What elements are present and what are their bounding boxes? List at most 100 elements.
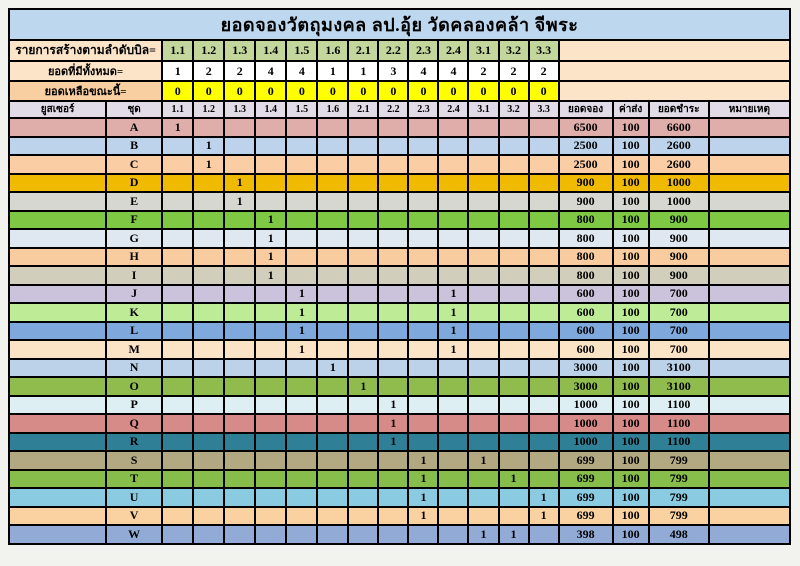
mark-cell-1.3 bbox=[223, 505, 257, 526]
mark-cell-3.1 bbox=[467, 487, 500, 508]
stock-total-cell: 3 bbox=[377, 60, 410, 82]
mark-cell-1.2 bbox=[192, 394, 226, 415]
user-cell bbox=[7, 191, 108, 212]
bill-number-cell: 1.1 bbox=[161, 39, 195, 62]
mark-cell-3.2 bbox=[497, 450, 530, 471]
mark-cell-1.1 bbox=[161, 487, 195, 508]
set-cell: F bbox=[105, 209, 164, 230]
note-cell bbox=[707, 357, 792, 378]
col-header-note: หมายเหตุ bbox=[707, 100, 792, 119]
mark-cell-1.1 bbox=[161, 302, 195, 323]
user-cell bbox=[7, 394, 108, 415]
user-cell bbox=[7, 265, 108, 286]
stock-total-filler bbox=[557, 60, 792, 82]
mark-cell-3.3 bbox=[527, 117, 560, 138]
mark-cell-3.1 bbox=[467, 117, 500, 138]
paid-cell: 900 bbox=[647, 246, 710, 267]
mark-cell-1.4 bbox=[254, 302, 288, 323]
stock-remaining-cell: 0 bbox=[467, 80, 500, 102]
mark-cell-1.4 bbox=[254, 468, 288, 489]
mark-cell-1.3 bbox=[223, 394, 257, 415]
mark-cell-3.3 bbox=[527, 228, 560, 249]
mark-cell-2.2 bbox=[377, 339, 410, 360]
mark-cell-2.4 bbox=[437, 117, 470, 138]
mark-cell-1.2 bbox=[192, 265, 226, 286]
mark-cell-3.3 bbox=[527, 339, 560, 360]
shipping-cell: 100 bbox=[611, 357, 650, 378]
mark-cell-1.5 bbox=[285, 117, 319, 138]
note-cell bbox=[707, 394, 792, 415]
mark-cell-3.3 bbox=[527, 135, 560, 156]
mark-cell-1.2 bbox=[192, 209, 226, 230]
note-cell bbox=[707, 283, 792, 304]
mark-cell-3.1 bbox=[467, 302, 500, 323]
stock-total-cell: 2 bbox=[497, 60, 530, 82]
stock-total-cell: 1 bbox=[347, 60, 380, 82]
mark-cell-2.1 bbox=[347, 302, 380, 323]
mark-cell-2.2 bbox=[377, 246, 410, 267]
mark-cell-1.5 bbox=[285, 468, 319, 489]
mark-cell-3.3 bbox=[527, 265, 560, 286]
mark-cell-2.1: 1 bbox=[347, 376, 380, 397]
shipping-cell: 100 bbox=[611, 302, 650, 323]
set-cell: J bbox=[105, 283, 164, 304]
table-row-L: L 1 1 600 100 700 bbox=[7, 320, 792, 341]
mark-cell-2.4: 1 bbox=[437, 320, 470, 341]
set-cell: K bbox=[105, 302, 164, 323]
col-header-bill: 1.1 bbox=[161, 100, 195, 119]
mark-cell-1.1 bbox=[161, 154, 195, 175]
mark-cell-1.6 bbox=[316, 431, 350, 452]
mark-cell-2.4 bbox=[437, 450, 470, 471]
paid-cell: 1100 bbox=[647, 431, 710, 452]
bill-number-cell: 2.3 bbox=[407, 39, 440, 62]
bill-order-label: รายการสร้างตามลำดับบิล= bbox=[7, 39, 164, 62]
table-row-P: P 1 1000 100 1100 bbox=[7, 394, 792, 415]
shipping-cell: 100 bbox=[611, 320, 650, 341]
user-cell bbox=[7, 505, 108, 526]
shipping-cell: 100 bbox=[611, 376, 650, 397]
mark-cell-2.1 bbox=[347, 191, 380, 212]
mark-cell-1.6 bbox=[316, 154, 350, 175]
mark-cell-1.2: 1 bbox=[192, 154, 226, 175]
set-cell: Q bbox=[105, 413, 164, 434]
mark-cell-2.1 bbox=[347, 209, 380, 230]
stock-remaining-row: ยอดเหลือขณะนี้= 0 0 0 0 0 0 0 0 0 0 0 0 0 bbox=[7, 80, 792, 102]
booked-cell: 800 bbox=[557, 265, 614, 286]
table-row-C: C 1 2500 100 2600 bbox=[7, 154, 792, 175]
bill-number-cell: 2.4 bbox=[437, 39, 470, 62]
mark-cell-3.2 bbox=[497, 413, 530, 434]
mark-cell-1.1 bbox=[161, 172, 195, 193]
stock-remaining-cell: 0 bbox=[437, 80, 470, 102]
user-cell bbox=[7, 117, 108, 138]
mark-cell-1.3 bbox=[223, 357, 257, 378]
shipping-cell: 100 bbox=[611, 339, 650, 360]
table-row-A: A 1 6500 100 6600 bbox=[7, 117, 792, 138]
mark-cell-1.6 bbox=[316, 228, 350, 249]
mark-cell-1.5 bbox=[285, 246, 319, 267]
mark-cell-1.5 bbox=[285, 413, 319, 434]
mark-cell-2.3 bbox=[407, 394, 440, 415]
mark-cell-2.1 bbox=[347, 265, 380, 286]
stock-total-cell: 4 bbox=[285, 60, 319, 82]
mark-cell-3.3 bbox=[527, 431, 560, 452]
mark-cell-2.2 bbox=[377, 468, 410, 489]
mark-cell-2.4: 1 bbox=[437, 339, 470, 360]
shipping-cell: 100 bbox=[611, 246, 650, 267]
bill-number-cell: 1.4 bbox=[254, 39, 288, 62]
mark-cell-2.3 bbox=[407, 357, 440, 378]
mark-cell-3.1 bbox=[467, 413, 500, 434]
user-cell bbox=[7, 209, 108, 230]
mark-cell-3.3 bbox=[527, 524, 560, 545]
mark-cell-2.3 bbox=[407, 413, 440, 434]
set-cell: L bbox=[105, 320, 164, 341]
booked-cell: 699 bbox=[557, 505, 614, 526]
table-row-W: W 1 1 398 100 498 bbox=[7, 524, 792, 545]
mark-cell-1.3 bbox=[223, 117, 257, 138]
table-row-U: U 1 1 699 100 799 bbox=[7, 487, 792, 508]
shipping-cell: 100 bbox=[611, 524, 650, 545]
shipping-cell: 100 bbox=[611, 265, 650, 286]
stock-total-cell: 1 bbox=[161, 60, 195, 82]
mark-cell-2.1 bbox=[347, 320, 380, 341]
mark-cell-1.5 bbox=[285, 154, 319, 175]
mark-cell-2.4 bbox=[437, 191, 470, 212]
